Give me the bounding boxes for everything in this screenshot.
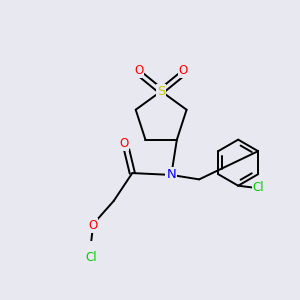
Text: Cl: Cl	[253, 181, 264, 194]
Text: S: S	[157, 85, 165, 98]
Text: N: N	[167, 168, 176, 182]
Text: O: O	[119, 137, 128, 150]
Text: O: O	[179, 64, 188, 76]
Text: Cl: Cl	[85, 250, 97, 263]
Text: O: O	[134, 64, 143, 76]
Text: O: O	[88, 219, 97, 232]
